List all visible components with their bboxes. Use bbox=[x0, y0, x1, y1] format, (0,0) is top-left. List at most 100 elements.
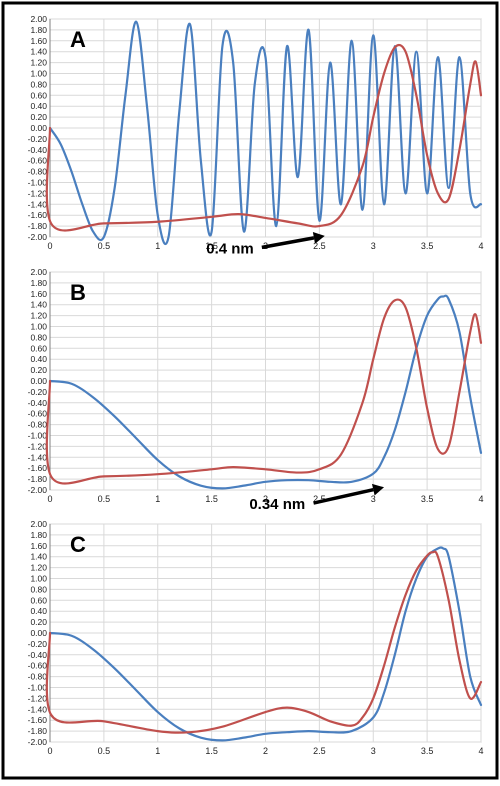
y-tick-label: 0.40 bbox=[30, 606, 47, 616]
y-tick-label: -1.80 bbox=[28, 221, 48, 231]
y-tick-label: 1.60 bbox=[30, 36, 47, 46]
y-tick-label: -1.00 bbox=[28, 178, 48, 188]
x-tick-label: 1.5 bbox=[205, 746, 218, 756]
y-tick-label: 2.00 bbox=[30, 267, 47, 277]
y-tick-label: 1.00 bbox=[30, 574, 47, 584]
y-tick-label: 0.20 bbox=[30, 365, 47, 375]
y-tick-label: -0.40 bbox=[28, 650, 48, 660]
y-tick-label: 2.00 bbox=[30, 519, 47, 529]
chart-panel-a: 2.001.801.601.401.201.000.800.600.400.20… bbox=[28, 14, 484, 257]
y-tick-label: -1.80 bbox=[28, 726, 48, 736]
x-tick-label: 0 bbox=[47, 494, 52, 504]
panel-label: B bbox=[70, 280, 86, 305]
x-tick-label: 2.5 bbox=[313, 746, 326, 756]
y-tick-label: 1.00 bbox=[30, 322, 47, 332]
y-tick-label: -1.20 bbox=[28, 188, 48, 198]
x-tick-label: 0.5 bbox=[98, 241, 111, 251]
y-tick-label: 1.20 bbox=[30, 58, 47, 68]
y-tick-label: 0.40 bbox=[30, 101, 47, 111]
x-tick-label: 1.5 bbox=[205, 241, 218, 251]
y-tick-label: 2.00 bbox=[30, 14, 47, 24]
chart-panel-c: 2.001.801.601.401.201.000.800.600.400.20… bbox=[28, 519, 484, 756]
x-tick-label: 2.5 bbox=[313, 241, 326, 251]
y-tick-label: -0.60 bbox=[28, 409, 48, 419]
x-tick-label: 2 bbox=[263, 494, 268, 504]
x-tick-label: 4 bbox=[478, 746, 483, 756]
x-tick-label: 1 bbox=[155, 241, 160, 251]
x-tick-label: 2.5 bbox=[313, 494, 326, 504]
series-line-2 bbox=[45, 298, 483, 485]
y-tick-label: -0.20 bbox=[28, 134, 48, 144]
x-tick-label: 1 bbox=[155, 494, 160, 504]
x-tick-label: 3.5 bbox=[421, 494, 434, 504]
y-tick-label: 1.80 bbox=[30, 25, 47, 35]
y-tick-label: 1.40 bbox=[30, 552, 47, 562]
y-tick-label: 0.40 bbox=[30, 354, 47, 364]
x-tick-label: 0.5 bbox=[98, 494, 111, 504]
y-tick-label: -1.00 bbox=[28, 683, 48, 693]
series-line-1 bbox=[48, 294, 483, 490]
y-tick-label: 0.60 bbox=[30, 595, 47, 605]
y-tick-label: 0.00 bbox=[30, 628, 47, 638]
y-tick-label: 1.80 bbox=[30, 530, 47, 540]
y-tick-label: -2.00 bbox=[28, 232, 48, 242]
y-tick-label: 1.20 bbox=[30, 563, 47, 573]
y-tick-label: -1.80 bbox=[28, 474, 48, 484]
annotation-arrow-head bbox=[312, 231, 325, 244]
y-tick-label: -0.20 bbox=[28, 387, 48, 397]
panel-label: C bbox=[70, 532, 86, 557]
y-tick-label: -0.40 bbox=[28, 398, 48, 408]
y-tick-label: -1.40 bbox=[28, 704, 48, 714]
x-tick-label: 2 bbox=[263, 746, 268, 756]
y-tick-label: 1.60 bbox=[30, 289, 47, 299]
x-tick-label: 4 bbox=[478, 241, 483, 251]
x-tick-label: 0 bbox=[47, 241, 52, 251]
y-tick-label: 0.20 bbox=[30, 112, 47, 122]
y-tick-label: -0.80 bbox=[28, 420, 48, 430]
series-line-2 bbox=[45, 43, 483, 232]
annotation-arrow-shaft bbox=[313, 487, 374, 505]
y-tick-label: 0.80 bbox=[30, 584, 47, 594]
x-tick-label: 3 bbox=[371, 241, 376, 251]
y-tick-label: 1.40 bbox=[30, 300, 47, 310]
panel-label: A bbox=[70, 27, 86, 52]
y-tick-label: -1.20 bbox=[28, 693, 48, 703]
y-tick-label: 0.00 bbox=[30, 376, 47, 386]
y-tick-label: -2.00 bbox=[28, 485, 48, 495]
y-tick-label: -0.60 bbox=[28, 661, 48, 671]
y-tick-label: -0.80 bbox=[28, 167, 48, 177]
y-tick-label: 1.20 bbox=[30, 311, 47, 321]
annotation-label: 0.34 nm bbox=[249, 496, 305, 513]
x-tick-label: 1 bbox=[155, 746, 160, 756]
x-tick-label: 4 bbox=[478, 494, 483, 504]
annotation-arrow-shaft bbox=[261, 236, 315, 250]
y-tick-label: -0.20 bbox=[28, 639, 48, 649]
x-tick-label: 3 bbox=[371, 746, 376, 756]
x-tick-label: 3 bbox=[371, 494, 376, 504]
annotation-label: 0.4 nm bbox=[206, 240, 254, 257]
y-tick-label: 1.40 bbox=[30, 47, 47, 57]
y-tick-label: -2.00 bbox=[28, 737, 48, 747]
y-tick-label: -1.60 bbox=[28, 210, 48, 220]
y-tick-label: -1.00 bbox=[28, 431, 48, 441]
x-tick-label: 1.5 bbox=[205, 494, 218, 504]
y-tick-label: -0.40 bbox=[28, 145, 48, 155]
x-tick-label: 0 bbox=[47, 746, 52, 756]
y-tick-label: 0.60 bbox=[30, 343, 47, 353]
x-tick-label: 3.5 bbox=[421, 241, 434, 251]
y-tick-label: 0.60 bbox=[30, 90, 47, 100]
series-line-2 bbox=[45, 550, 483, 734]
y-tick-label: 1.60 bbox=[30, 541, 47, 551]
y-tick-label: -1.20 bbox=[28, 441, 48, 451]
x-tick-label: 3.5 bbox=[421, 746, 434, 756]
y-tick-label: 0.20 bbox=[30, 617, 47, 627]
y-tick-label: 0.00 bbox=[30, 123, 47, 133]
y-tick-label: 1.80 bbox=[30, 278, 47, 288]
y-tick-label: -0.80 bbox=[28, 672, 48, 682]
y-tick-label: 1.00 bbox=[30, 69, 47, 79]
y-tick-label: -1.60 bbox=[28, 715, 48, 725]
y-tick-label: -0.60 bbox=[28, 156, 48, 166]
